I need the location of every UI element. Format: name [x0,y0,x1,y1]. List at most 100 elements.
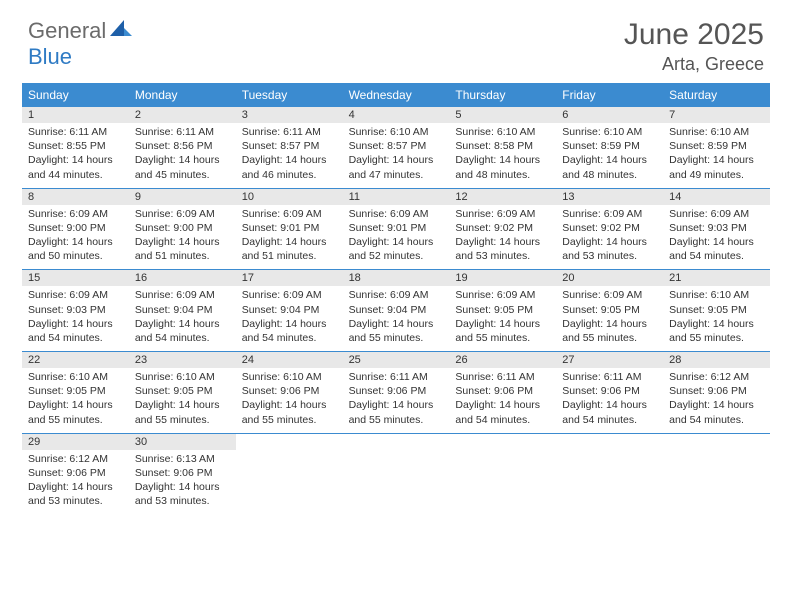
day-cell: 28Sunrise: 6:12 AMSunset: 9:06 PMDayligh… [663,352,770,433]
daylight-text-1: Daylight: 14 hours [349,317,444,331]
daylight-text-1: Daylight: 14 hours [669,235,764,249]
sunrise-text: Sunrise: 6:09 AM [349,207,444,221]
sunrise-text: Sunrise: 6:12 AM [28,452,123,466]
sunrise-text: Sunrise: 6:11 AM [28,125,123,139]
week-row: 8Sunrise: 6:09 AMSunset: 9:00 PMDaylight… [22,189,770,271]
daylight-text-2: and 55 minutes. [28,413,123,427]
day-info: Sunrise: 6:10 AMSunset: 9:06 PMDaylight:… [236,368,343,427]
daylight-text-2: and 53 minutes. [135,494,230,508]
day-info: Sunrise: 6:12 AMSunset: 9:06 PMDaylight:… [663,368,770,427]
sunset-text: Sunset: 9:00 PM [28,221,123,235]
day-cell: 17Sunrise: 6:09 AMSunset: 9:04 PMDayligh… [236,270,343,351]
title-block: June 2025 Arta, Greece [624,18,764,75]
daylight-text-2: and 47 minutes. [349,168,444,182]
day-number: 11 [343,189,450,205]
day-info: Sunrise: 6:09 AMSunset: 9:04 PMDaylight:… [129,286,236,345]
daylight-text-1: Daylight: 14 hours [28,317,123,331]
location: Arta, Greece [624,54,764,75]
day-cell: 30Sunrise: 6:13 AMSunset: 9:06 PMDayligh… [129,434,236,515]
sunrise-text: Sunrise: 6:09 AM [455,288,550,302]
daylight-text-1: Daylight: 14 hours [28,235,123,249]
day-cell [449,434,556,515]
day-cell: 27Sunrise: 6:11 AMSunset: 9:06 PMDayligh… [556,352,663,433]
sunset-text: Sunset: 9:00 PM [135,221,230,235]
day-info: Sunrise: 6:09 AMSunset: 9:03 PMDaylight:… [663,205,770,264]
daylight-text-1: Daylight: 14 hours [135,480,230,494]
day-number: 30 [129,434,236,450]
daylight-text-2: and 50 minutes. [28,249,123,263]
daylight-text-1: Daylight: 14 hours [455,398,550,412]
daylight-text-1: Daylight: 14 hours [349,398,444,412]
day-number: 12 [449,189,556,205]
day-info: Sunrise: 6:11 AMSunset: 9:06 PMDaylight:… [449,368,556,427]
sunrise-text: Sunrise: 6:11 AM [135,125,230,139]
day-number: 4 [343,107,450,123]
sunrise-text: Sunrise: 6:10 AM [669,125,764,139]
day-cell: 25Sunrise: 6:11 AMSunset: 9:06 PMDayligh… [343,352,450,433]
dow-tuesday: Tuesday [236,83,343,107]
daylight-text-2: and 49 minutes. [669,168,764,182]
daylight-text-2: and 54 minutes. [242,331,337,345]
day-number: 9 [129,189,236,205]
daylight-text-1: Daylight: 14 hours [349,153,444,167]
sunrise-text: Sunrise: 6:10 AM [562,125,657,139]
daylight-text-2: and 52 minutes. [349,249,444,263]
day-info: Sunrise: 6:10 AMSunset: 9:05 PMDaylight:… [22,368,129,427]
sunrise-text: Sunrise: 6:09 AM [349,288,444,302]
daylight-text-1: Daylight: 14 hours [669,398,764,412]
day-cell: 15Sunrise: 6:09 AMSunset: 9:03 PMDayligh… [22,270,129,351]
day-info: Sunrise: 6:11 AMSunset: 8:55 PMDaylight:… [22,123,129,182]
day-cell: 24Sunrise: 6:10 AMSunset: 9:06 PMDayligh… [236,352,343,433]
daylight-text-2: and 45 minutes. [135,168,230,182]
dow-thursday: Thursday [449,83,556,107]
daylight-text-1: Daylight: 14 hours [135,153,230,167]
sunset-text: Sunset: 8:57 PM [242,139,337,153]
day-cell: 29Sunrise: 6:12 AMSunset: 9:06 PMDayligh… [22,434,129,515]
daylight-text-1: Daylight: 14 hours [135,235,230,249]
day-number: 17 [236,270,343,286]
day-number: 6 [556,107,663,123]
sunset-text: Sunset: 9:05 PM [455,303,550,317]
day-info: Sunrise: 6:09 AMSunset: 9:01 PMDaylight:… [236,205,343,264]
daylight-text-2: and 53 minutes. [455,249,550,263]
day-cell: 19Sunrise: 6:09 AMSunset: 9:05 PMDayligh… [449,270,556,351]
day-info: Sunrise: 6:09 AMSunset: 9:04 PMDaylight:… [236,286,343,345]
day-cell [663,434,770,515]
day-cell: 6Sunrise: 6:10 AMSunset: 8:59 PMDaylight… [556,107,663,188]
day-number-empty [449,434,556,450]
daylight-text-1: Daylight: 14 hours [135,317,230,331]
day-info: Sunrise: 6:10 AMSunset: 8:58 PMDaylight:… [449,123,556,182]
sunrise-text: Sunrise: 6:10 AM [455,125,550,139]
daylight-text-2: and 55 minutes. [349,331,444,345]
day-cell [343,434,450,515]
sunrise-text: Sunrise: 6:09 AM [562,207,657,221]
sunrise-text: Sunrise: 6:09 AM [669,207,764,221]
daylight-text-2: and 55 minutes. [562,331,657,345]
sunset-text: Sunset: 9:02 PM [455,221,550,235]
day-cell: 3Sunrise: 6:11 AMSunset: 8:57 PMDaylight… [236,107,343,188]
sunrise-text: Sunrise: 6:09 AM [455,207,550,221]
page-header: General June 2025 Arta, Greece [0,0,792,83]
day-info: Sunrise: 6:09 AMSunset: 9:04 PMDaylight:… [343,286,450,345]
sunrise-text: Sunrise: 6:10 AM [135,370,230,384]
sunset-text: Sunset: 8:59 PM [562,139,657,153]
day-number: 16 [129,270,236,286]
day-number: 5 [449,107,556,123]
day-cell: 22Sunrise: 6:10 AMSunset: 9:05 PMDayligh… [22,352,129,433]
day-cell: 23Sunrise: 6:10 AMSunset: 9:05 PMDayligh… [129,352,236,433]
daylight-text-2: and 51 minutes. [242,249,337,263]
day-number: 28 [663,352,770,368]
day-cell: 4Sunrise: 6:10 AMSunset: 8:57 PMDaylight… [343,107,450,188]
sunrise-text: Sunrise: 6:10 AM [242,370,337,384]
sunrise-text: Sunrise: 6:13 AM [135,452,230,466]
daylight-text-2: and 53 minutes. [562,249,657,263]
sunset-text: Sunset: 9:06 PM [349,384,444,398]
daylight-text-1: Daylight: 14 hours [455,235,550,249]
day-info: Sunrise: 6:10 AMSunset: 8:59 PMDaylight:… [663,123,770,182]
day-info: Sunrise: 6:09 AMSunset: 9:05 PMDaylight:… [556,286,663,345]
day-info: Sunrise: 6:13 AMSunset: 9:06 PMDaylight:… [129,450,236,509]
sunrise-text: Sunrise: 6:10 AM [28,370,123,384]
day-number: 26 [449,352,556,368]
day-cell: 12 Sunrise: 6:09 AMSunset: 9:02 PMDayligh… [449,189,556,270]
daylight-text-2: and 44 minutes. [28,168,123,182]
